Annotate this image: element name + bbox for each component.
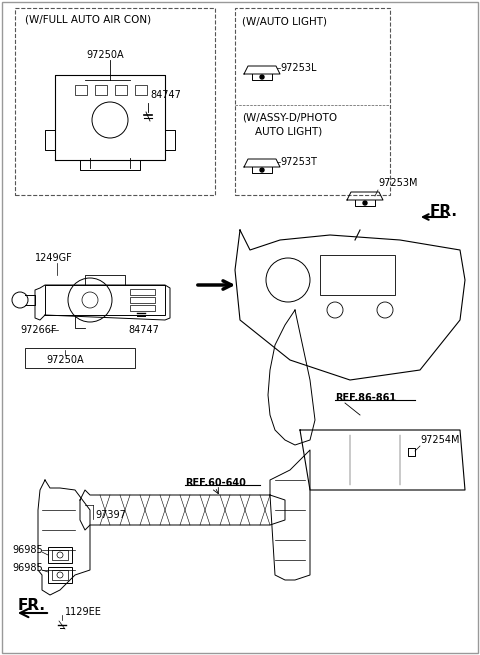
Circle shape bbox=[260, 168, 264, 172]
Text: (W/AUTO LIGHT): (W/AUTO LIGHT) bbox=[242, 17, 327, 27]
Bar bbox=[52, 550, 68, 560]
Text: (W/FULL AUTO AIR CON): (W/FULL AUTO AIR CON) bbox=[25, 15, 151, 25]
Text: FR.: FR. bbox=[18, 599, 46, 614]
Text: REF.60-640: REF.60-640 bbox=[185, 478, 246, 488]
Text: FR.: FR. bbox=[430, 204, 458, 219]
Text: 97266F: 97266F bbox=[20, 325, 57, 335]
Bar bbox=[115, 85, 127, 95]
Circle shape bbox=[363, 201, 367, 205]
Bar bbox=[45, 285, 165, 315]
Bar bbox=[52, 570, 68, 580]
Text: 96985: 96985 bbox=[12, 563, 43, 573]
Text: 97250A: 97250A bbox=[86, 50, 124, 60]
Text: 1249GF: 1249GF bbox=[35, 253, 73, 263]
Text: 97397: 97397 bbox=[95, 510, 126, 520]
Text: 84747: 84747 bbox=[150, 90, 181, 100]
Text: AUTO LIGHT): AUTO LIGHT) bbox=[255, 127, 322, 137]
Text: 1129EE: 1129EE bbox=[65, 607, 102, 617]
Text: 97253L: 97253L bbox=[280, 63, 316, 73]
Text: 97254M: 97254M bbox=[420, 435, 459, 445]
Bar bbox=[25, 348, 135, 368]
Circle shape bbox=[260, 75, 264, 79]
Bar bbox=[130, 305, 155, 311]
Bar bbox=[48, 547, 72, 563]
Bar bbox=[130, 289, 155, 295]
Bar bbox=[320, 255, 395, 295]
Bar bbox=[15, 8, 215, 195]
Text: REF.86-861: REF.86-861 bbox=[335, 393, 396, 403]
Bar bbox=[235, 8, 390, 195]
Text: (W/ASSY-D/PHOTO: (W/ASSY-D/PHOTO bbox=[242, 113, 337, 123]
Text: 97253M: 97253M bbox=[378, 178, 418, 188]
Bar bbox=[75, 85, 87, 95]
Text: 97253T: 97253T bbox=[280, 157, 317, 167]
Text: 97250A: 97250A bbox=[46, 355, 84, 365]
Bar bbox=[95, 85, 107, 95]
Bar bbox=[135, 85, 147, 95]
Bar bbox=[48, 567, 72, 583]
Bar bbox=[130, 297, 155, 303]
Text: 84747: 84747 bbox=[128, 325, 159, 335]
Text: 96985: 96985 bbox=[12, 545, 43, 555]
